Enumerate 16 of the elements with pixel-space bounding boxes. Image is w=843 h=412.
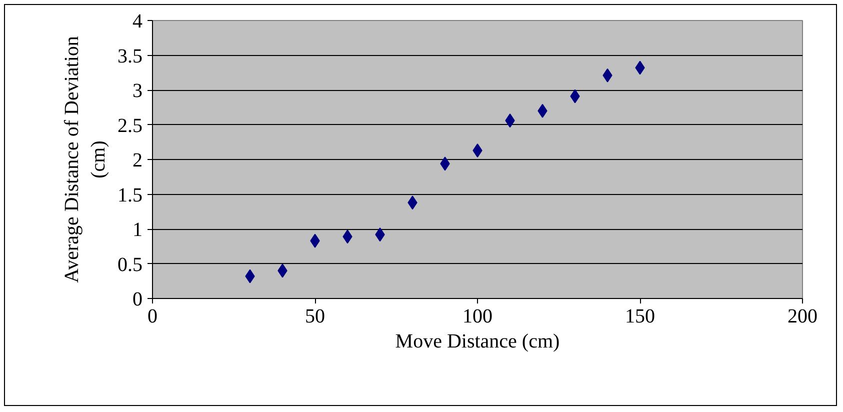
x-tick-label: 150 <box>625 306 655 328</box>
x-tick-label: 0 <box>148 306 158 328</box>
y-tick-label: 0 <box>132 288 142 310</box>
y-tick-label: 2 <box>132 150 142 172</box>
x-tick-label: 200 <box>788 306 818 328</box>
x-axis-title: Move Distance (cm) <box>395 330 560 352</box>
y-tick-label: 1.5 <box>118 184 142 206</box>
y-axis-title: Average Distance of Deviation (cm) <box>61 36 110 283</box>
y-tick-label: 2.5 <box>118 114 142 137</box>
y-tick-label: 4 <box>132 10 142 32</box>
y-tick-label: 1 <box>132 219 142 241</box>
y-tick-label: 3.5 <box>118 45 142 68</box>
x-tick-label: 50 <box>305 306 325 328</box>
y-tick-label: 0.5 <box>118 254 142 276</box>
y-tick-label: 3 <box>132 80 142 102</box>
x-tick-label: 100 <box>462 306 492 328</box>
